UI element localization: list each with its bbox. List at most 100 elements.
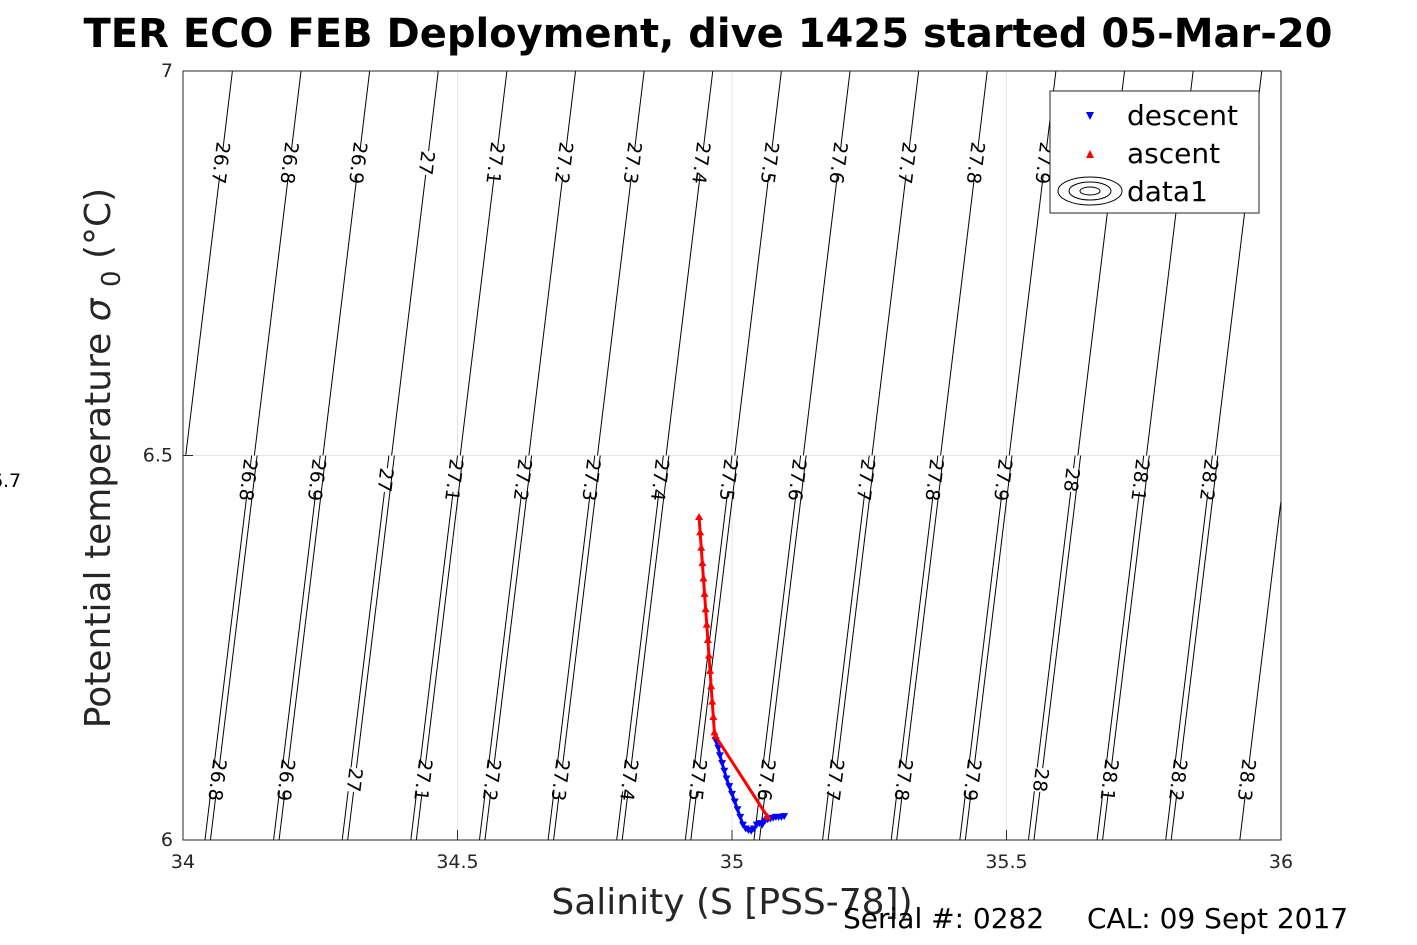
contour-label-2-bot: 26.9 xyxy=(272,758,299,803)
y-axis-label-subscript: 0 xyxy=(97,270,127,287)
contour-label-bg-13-mid xyxy=(1042,464,1102,496)
contour-label-6-mid: 27.3 xyxy=(577,458,604,503)
contour-line-4-top xyxy=(459,70,508,456)
descent-segment-13 xyxy=(744,827,750,832)
x-tick-label-4: 36 xyxy=(1269,851,1293,873)
x-tick-label-3: 35.5 xyxy=(985,851,1027,873)
contour-label-bg-10-bot xyxy=(806,764,865,796)
contour-label-10-bot: 27.7 xyxy=(821,758,848,803)
legend-ascent-marker xyxy=(1086,150,1094,158)
contour-label-8-mid: 27.5 xyxy=(715,458,742,503)
contour-line-12-top xyxy=(1008,70,1057,456)
contour-label-8-top: 27.5 xyxy=(756,141,783,186)
contour-label-bg-5-top xyxy=(535,147,594,179)
ascent-segment-5 xyxy=(701,578,707,595)
legend-descent-label: descent xyxy=(1127,99,1238,132)
ascent-segment-13 xyxy=(710,701,715,718)
series-ascent xyxy=(695,513,772,820)
contour-label-bg-8-top xyxy=(741,147,800,179)
contour-label-3-bot: 27 xyxy=(342,767,367,794)
descent-segment-3 xyxy=(718,754,724,764)
x-axis-label: Salinity (S [PSS-78]) xyxy=(551,882,912,923)
contour-label-10-top: 27.7 xyxy=(893,141,920,186)
contour-label-bg-11-bot xyxy=(874,764,934,796)
contour-label-bg-3-mid xyxy=(356,464,416,496)
contour-label-14-mid: 28.1 xyxy=(1126,458,1153,503)
calibration-date: CAL: 09 Sept 2017 xyxy=(1087,902,1348,935)
contour-label-bg-6-bot xyxy=(531,764,591,796)
ascent-segment-2 xyxy=(698,532,703,548)
contour-label-bg-13-bot xyxy=(1011,764,1071,796)
contour-label-1-bot: 26.8 xyxy=(203,758,230,803)
contour-label-13-mid: 28 xyxy=(1059,467,1084,494)
x-tick-label-0: 34 xyxy=(171,851,195,873)
contour-label-bg-1-bot xyxy=(188,764,247,796)
contour-label-8-bot: 27.5 xyxy=(684,758,711,803)
series-descent xyxy=(711,737,789,835)
descent-segment-6 xyxy=(725,777,731,787)
descent-segment-23 xyxy=(772,815,777,820)
contour-label-bg-1-mid xyxy=(219,464,278,496)
data-series xyxy=(695,513,789,835)
ascent-point-0 xyxy=(695,513,704,521)
contour-label-12-mid: 27.9 xyxy=(989,458,1016,503)
contour-label-bg-11-top xyxy=(946,147,1006,179)
ascent-segment-1 xyxy=(697,516,702,533)
contour-label-bg-1-top xyxy=(260,147,320,179)
contour-label-bg-7-mid xyxy=(631,464,690,496)
contour-label-1-mid: 26.8 xyxy=(234,458,261,503)
contour-label-7-bot: 27.4 xyxy=(615,758,642,803)
contour-label-4-mid: 27.1 xyxy=(440,458,467,503)
contour-label-2-top: 26.9 xyxy=(344,141,371,186)
descent-segment-10 xyxy=(736,808,742,818)
chart-title: TER ECO FEB Deployment, dive 1425 starte… xyxy=(83,11,1332,57)
contour-label-5-mid: 27.2 xyxy=(509,458,536,503)
contour-label-bg-6-top xyxy=(603,147,663,179)
contour-label-bg-5-mid xyxy=(493,464,553,496)
ascent-segment-9 xyxy=(706,639,711,656)
contour-label-3-top: 27 xyxy=(414,150,439,177)
ascent-segment-14 xyxy=(711,716,716,733)
y-axis-label: Potential temperature σ 0 (°C) xyxy=(78,188,129,728)
serial-number: Serial #: 0282 xyxy=(843,902,1044,935)
y-tick-label-2: 7 xyxy=(161,60,173,82)
contour-line-0-top xyxy=(185,70,233,456)
contour-label-0-mid: 26.7 xyxy=(0,470,21,492)
contour-label-bg-8-bot xyxy=(668,764,728,796)
descent-segment-16 xyxy=(752,823,758,830)
contour-label-15-bot: 28.2 xyxy=(1164,758,1191,803)
contour-label-5-top: 27.2 xyxy=(550,141,577,186)
contour-label-3-mid: 27 xyxy=(373,467,398,494)
footer: Serial #: 0282 CAL: 09 Sept 2017 xyxy=(843,902,1348,935)
ascent-segment-4 xyxy=(700,563,705,579)
contour-label-bg-2-mid xyxy=(288,464,347,496)
descent-segment-1 xyxy=(714,739,720,749)
contour-label-7-mid: 27.4 xyxy=(646,458,673,503)
contour-label-13-bot: 28 xyxy=(1028,767,1053,794)
contour-label-bg-3-top xyxy=(397,147,457,179)
contour-label-bg-2-top xyxy=(329,147,388,179)
contour-label-bg-15-mid xyxy=(1180,464,1239,496)
descent-segment-22 xyxy=(770,816,774,820)
ascent-segment-3 xyxy=(699,547,704,564)
contour-label-9-top: 27.6 xyxy=(824,141,851,186)
contour-label-15-mid: 28.2 xyxy=(1195,458,1222,503)
contour-label-bg-7-top xyxy=(672,147,731,179)
ascent-segment-7 xyxy=(704,609,709,625)
contour-line-8-top xyxy=(734,70,782,456)
contour-label-bg-7-bot xyxy=(600,764,659,796)
contour-line-6-top xyxy=(596,70,645,456)
axis-ticks: 34 34.5 35 35.5 36 6 6.5 7 xyxy=(143,60,1293,873)
descent-segment-7 xyxy=(727,785,734,795)
contour-line-11-top xyxy=(940,70,988,456)
descent-segment-19 xyxy=(760,819,767,826)
contour-label-2-mid: 26.9 xyxy=(303,458,330,503)
contour-label-bg-4-bot xyxy=(394,764,453,796)
ascent-segment-12 xyxy=(709,686,714,702)
contour-label-bg-4-mid xyxy=(425,464,484,496)
contour-label-bg-15-bot xyxy=(1149,764,1208,796)
density-contours: 26.7 26.7 26.8 26.8 26.8 26.9 26.9 26.9 27 27 27 27… xyxy=(0,70,1282,841)
contour-label-4-bot: 27.1 xyxy=(409,758,436,803)
contour-label-bg-16-bot xyxy=(1217,764,1277,796)
